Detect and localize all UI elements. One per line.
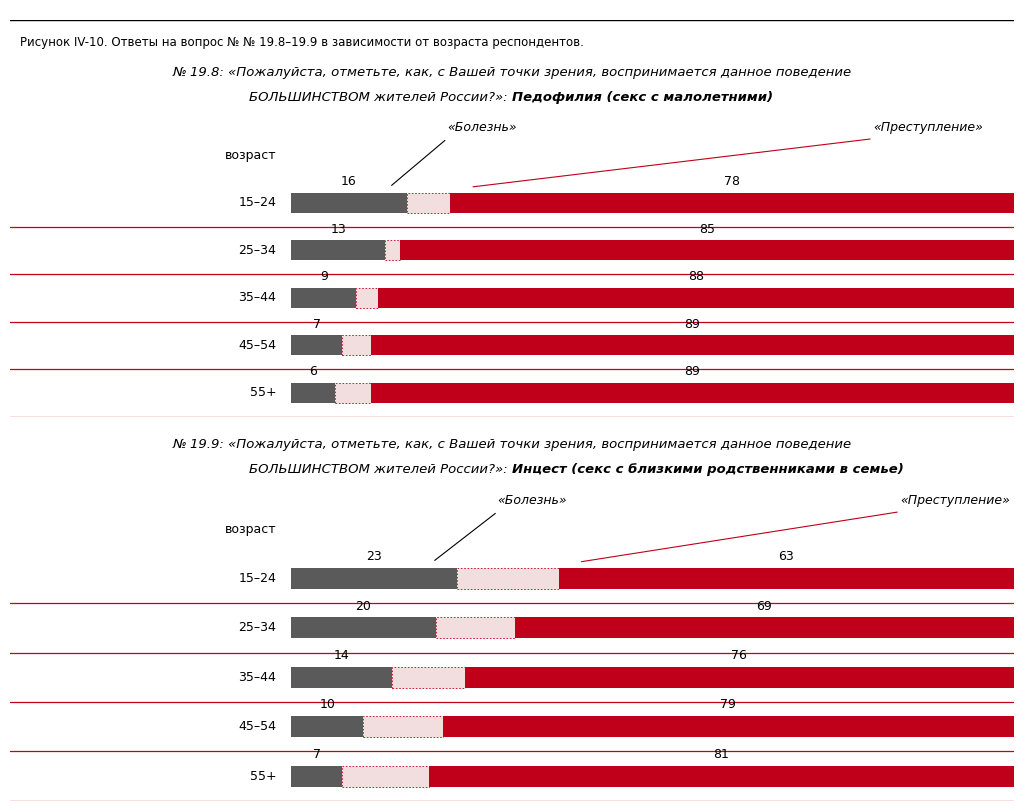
Bar [291,568,458,589]
Text: 55+: 55+ [250,387,276,400]
Text: 69: 69 [757,599,772,612]
Bar [364,717,443,737]
Bar [342,336,371,355]
Text: 88: 88 [688,270,703,283]
Text: «Болезнь»: «Болезнь» [446,121,516,134]
Text: 7: 7 [312,748,321,760]
Bar [356,288,378,308]
Text: «Преступление»: «Преступление» [872,121,983,134]
Text: 45–54: 45–54 [239,720,276,733]
Bar [558,568,1014,589]
Bar [291,240,385,260]
Text: 78: 78 [724,175,740,188]
Bar [515,617,1014,638]
Text: возраст: возраст [224,150,276,163]
Text: 9: 9 [319,270,328,283]
Text: № 19.8: «Пожалуйста, отметьте, как, с Вашей точки зрения, воспринимается данное : № 19.8: «Пожалуйста, отметьте, как, с Ва… [172,66,852,79]
Bar [291,383,335,403]
Bar [465,667,1014,688]
Text: 7: 7 [312,318,321,331]
Text: БОЛЬШИНСТВОМ жителей России?»:: БОЛЬШИНСТВОМ жителей России?»: [249,463,512,476]
Text: 15–24: 15–24 [239,197,276,210]
Bar [291,617,436,638]
Text: 79: 79 [721,698,736,711]
Text: 14: 14 [334,649,349,662]
Text: 89: 89 [684,365,700,378]
Bar [371,383,1014,403]
Bar [291,193,407,213]
Bar [451,193,1014,213]
Text: № 19.9: «Пожалуйста, отметьте, как, с Вашей точки зрения, воспринимается данное : № 19.9: «Пожалуйста, отметьте, как, с Ва… [172,438,852,451]
Text: 25–34: 25–34 [239,621,276,634]
Text: Педофилия (секс с малолетними): Педофилия (секс с малолетними) [512,91,773,104]
Text: 35–44: 35–44 [239,671,276,684]
Bar [342,766,428,786]
Bar [335,383,371,403]
Text: 45–54: 45–54 [239,339,276,352]
Text: 10: 10 [319,698,335,711]
Text: 89: 89 [684,318,700,331]
Text: 55+: 55+ [250,769,276,782]
Text: 63: 63 [778,550,794,563]
Bar [428,766,1014,786]
Text: Рисунок IV-10. Ответы на вопрос № № 19.8–19.9 в зависимости от возраста респонде: Рисунок IV-10. Ответы на вопрос № № 19.8… [20,36,584,49]
Text: Инцест (секс с близкими родственниками в семье): Инцест (секс с близкими родственниками в… [512,463,904,476]
Text: возраст: возраст [224,523,276,536]
Bar [385,240,399,260]
Text: «Преступление»: «Преступление» [900,493,1010,506]
Text: 16: 16 [341,175,357,188]
Bar [407,193,451,213]
Bar [399,240,1014,260]
Text: 85: 85 [698,222,715,235]
Text: 20: 20 [355,599,372,612]
Bar [291,766,342,786]
Text: 76: 76 [731,649,748,662]
Text: 13: 13 [331,222,346,235]
Text: 15–24: 15–24 [239,572,276,585]
Bar [443,717,1014,737]
Bar [291,667,392,688]
Text: «Болезнь»: «Болезнь» [498,493,567,506]
Text: БОЛЬШИНСТВОМ жителей России?»:: БОЛЬШИНСТВОМ жителей России?»: [249,91,512,104]
Bar [458,568,558,589]
Bar [291,717,364,737]
Bar [291,288,356,308]
Bar [378,288,1014,308]
Bar [436,617,515,638]
Bar [392,667,465,688]
Bar [291,336,342,355]
Text: 6: 6 [309,365,316,378]
Bar [371,336,1014,355]
Text: 35–44: 35–44 [239,291,276,304]
Text: 25–34: 25–34 [239,244,276,256]
Text: 81: 81 [713,748,729,760]
Text: 23: 23 [367,550,382,563]
